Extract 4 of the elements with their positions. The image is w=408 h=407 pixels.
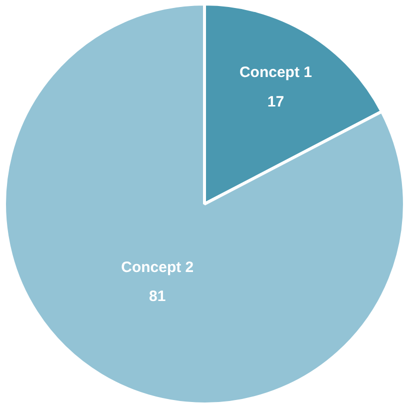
data-label: 17 [267,93,284,110]
slice-label: Concept 1 [239,64,312,82]
slice-label: Concept 2 [121,258,194,276]
data-label: 81 [149,288,166,306]
